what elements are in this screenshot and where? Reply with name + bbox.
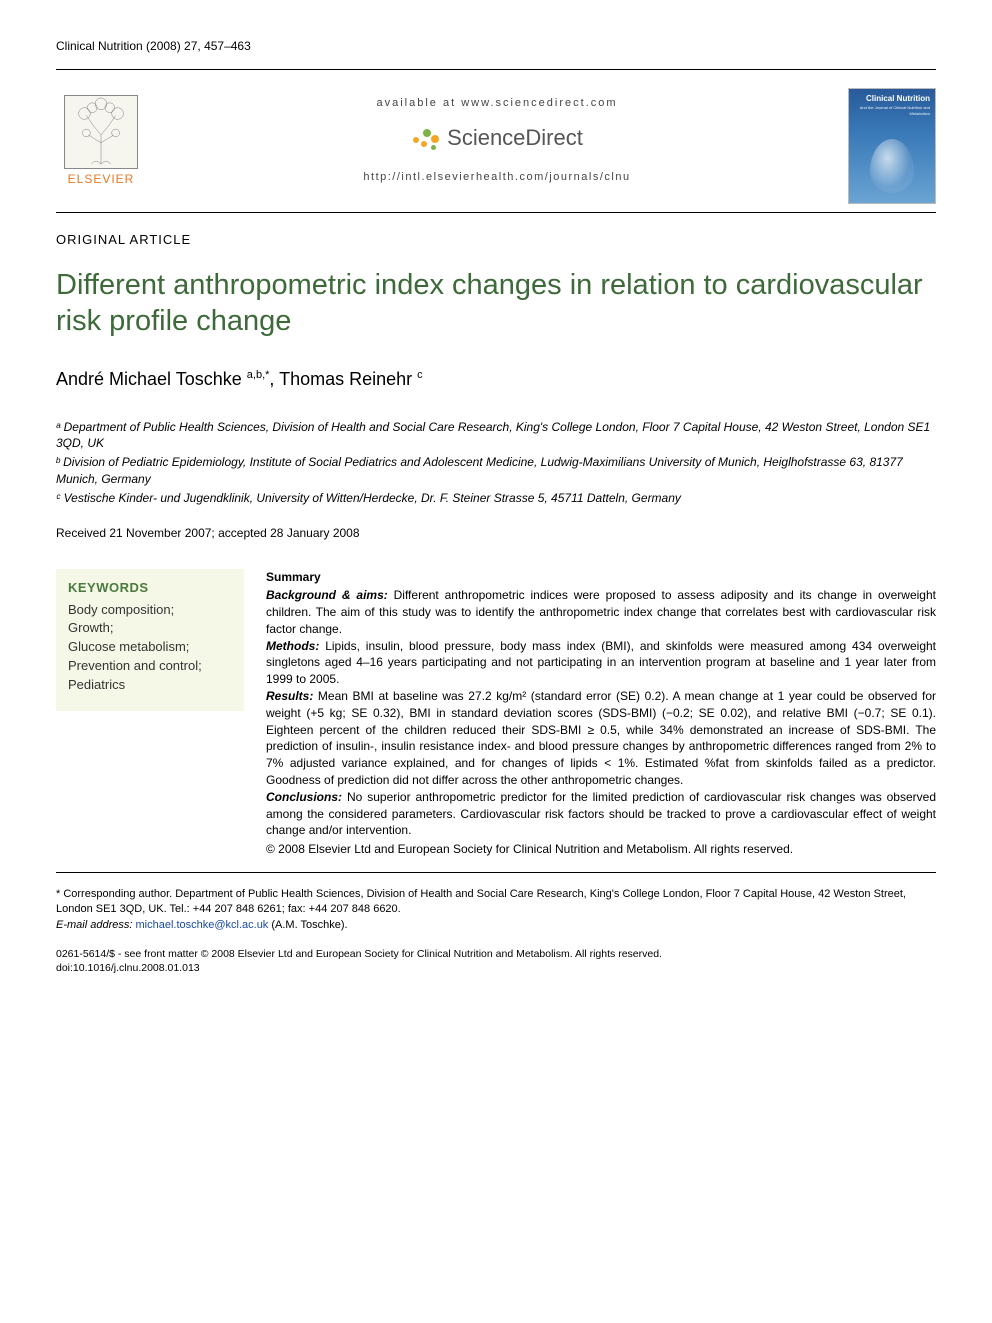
summary-methods: Methods: Lipids, insulin, blood pressure… bbox=[266, 638, 936, 688]
journal-cover-thumb: Clinical Nutrition And the Journal of Cl… bbox=[848, 88, 936, 204]
article-title: Different anthropometric index changes i… bbox=[56, 267, 936, 340]
doi: doi:10.1016/j.clnu.2008.01.013 bbox=[56, 961, 936, 975]
divider bbox=[56, 212, 936, 213]
cover-drop-icon bbox=[870, 139, 914, 193]
corresponding-author: * Corresponding author. Department of Pu… bbox=[56, 887, 936, 918]
summary-background: Background & aims: Different anthropomet… bbox=[266, 587, 936, 637]
cover-subtitle: And the Journal of Clinical Nutrition an… bbox=[849, 104, 935, 117]
sciencedirect-dots-icon bbox=[411, 127, 441, 151]
elsevier-tree-icon bbox=[64, 95, 138, 169]
available-at: available at www.sciencedirect.com bbox=[146, 96, 848, 111]
affiliation-item: ᶜ Vestische Kinder- und Jugendklinik, Un… bbox=[56, 490, 936, 507]
email-line: E-mail address: michael.toschke@kcl.ac.u… bbox=[56, 918, 936, 933]
journal-reference: Clinical Nutrition (2008) 27, 457–463 bbox=[56, 38, 936, 55]
publisher-label: ELSEVIER bbox=[68, 171, 135, 188]
summary-heading: Summary bbox=[266, 569, 936, 586]
affiliation-item: ᵇ Division of Pediatric Epidemiology, In… bbox=[56, 454, 936, 488]
sciencedirect-logo[interactable]: ScienceDirect bbox=[411, 123, 583, 154]
authors: André Michael Toschke a,b,*, Thomas Rein… bbox=[56, 367, 936, 392]
divider bbox=[56, 872, 936, 873]
keywords-heading: KEYWORDS bbox=[68, 579, 232, 597]
summary: Summary Background & aims: Different ant… bbox=[266, 569, 936, 858]
sciencedirect-brand: ScienceDirect bbox=[447, 123, 583, 154]
cover-title: Clinical Nutrition bbox=[849, 89, 935, 104]
affiliations: ᵃ Department of Public Health Sciences, … bbox=[56, 419, 936, 507]
footnotes: * Corresponding author. Department of Pu… bbox=[56, 887, 936, 933]
issn-line: 0261-5614/$ - see front matter © 2008 El… bbox=[56, 947, 936, 961]
article-dates: Received 21 November 2007; accepted 28 J… bbox=[56, 525, 936, 542]
summary-results: Results: Mean BMI at baseline was 27.2 k… bbox=[266, 688, 936, 789]
summary-copyright: © 2008 Elsevier Ltd and European Society… bbox=[266, 841, 936, 858]
bottom-metadata: 0261-5614/$ - see front matter © 2008 El… bbox=[56, 947, 936, 975]
abstract-block: KEYWORDS Body composition;Growth;Glucose… bbox=[56, 569, 936, 858]
masthead: ELSEVIER available at www.sciencedirect.… bbox=[56, 88, 936, 204]
keywords-box: KEYWORDS Body composition;Growth;Glucose… bbox=[56, 569, 244, 710]
article-type: ORIGINAL ARTICLE bbox=[56, 231, 936, 249]
summary-conclusions: Conclusions: No superior anthropometric … bbox=[266, 789, 936, 839]
publisher-logo: ELSEVIER bbox=[56, 88, 146, 188]
journal-url[interactable]: http://intl.elsevierhealth.com/journals/… bbox=[146, 170, 848, 185]
email-link[interactable]: michael.toschke@kcl.ac.uk bbox=[135, 919, 268, 931]
center-header: available at www.sciencedirect.com Scien… bbox=[146, 88, 848, 186]
divider bbox=[56, 69, 936, 70]
affiliation-item: ᵃ Department of Public Health Sciences, … bbox=[56, 419, 936, 453]
keywords-list: Body composition;Growth;Glucose metaboli… bbox=[68, 601, 232, 695]
